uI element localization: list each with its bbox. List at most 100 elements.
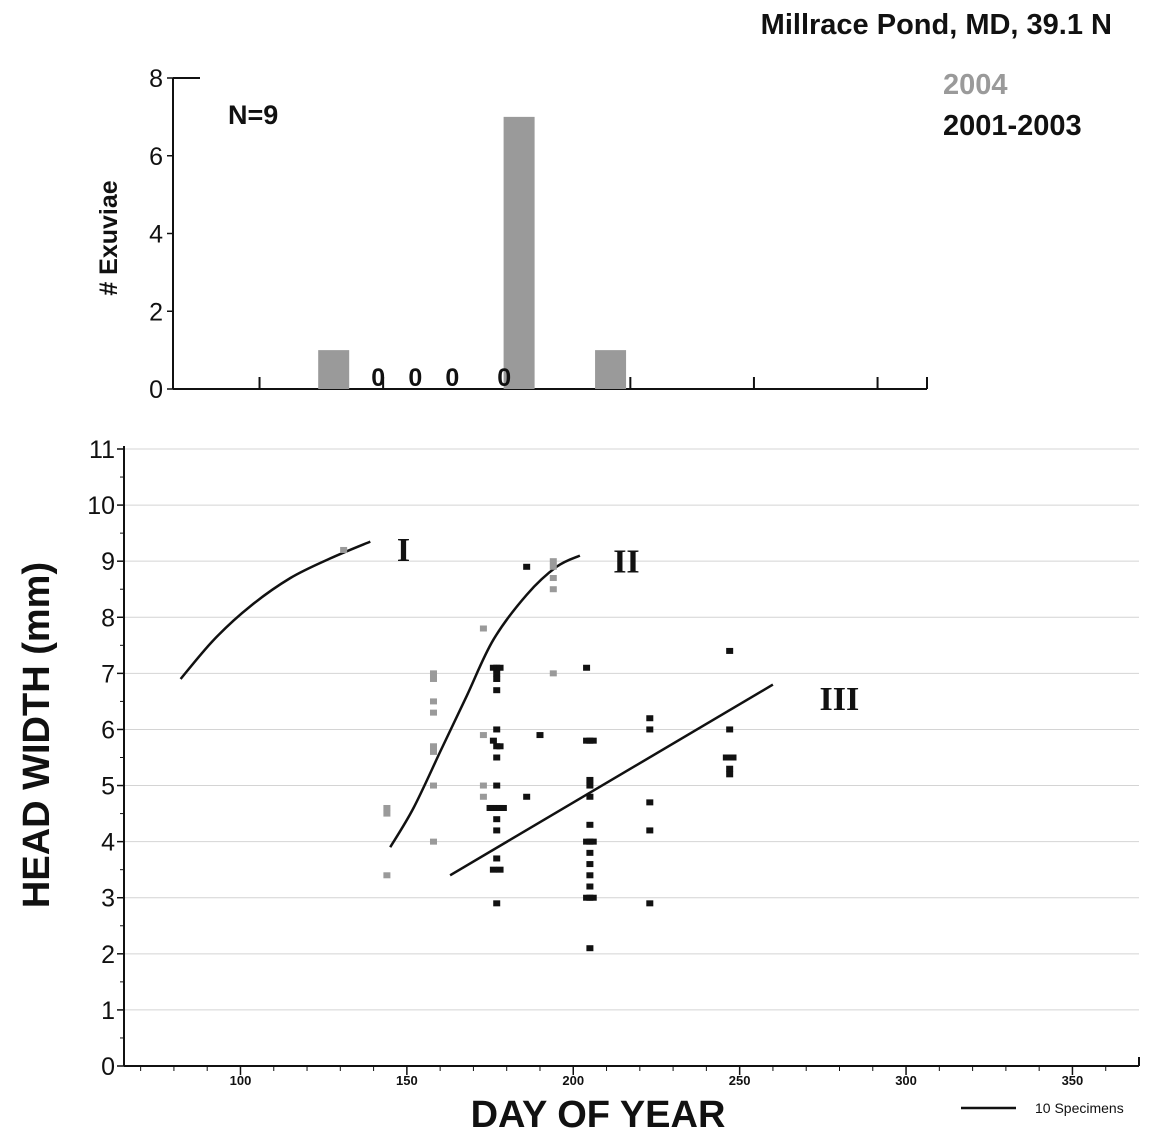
- point-2001-2003: [586, 872, 594, 879]
- point-2001-2003: [726, 726, 734, 733]
- legend-scale-note: 10 Specimens: [1035, 1100, 1124, 1116]
- point-2001-2003: [493, 670, 501, 677]
- point-2001-2003: [493, 827, 501, 834]
- scatter-y-tick-label: 9: [101, 548, 115, 576]
- bar-2: [503, 116, 535, 389]
- point-2001-2003: [586, 821, 594, 828]
- point-2001-2003: [583, 664, 591, 671]
- point-2004: [429, 782, 437, 789]
- point-2001-2003: [646, 827, 654, 834]
- scatter-x-tick-label: 250: [729, 1073, 751, 1088]
- point-2004: [429, 670, 437, 677]
- point-2001-2003: [726, 765, 734, 772]
- scatter-y-tick-label: 7: [101, 660, 115, 688]
- point-2001-2003: [586, 945, 594, 952]
- point-2001-2003: [586, 849, 594, 856]
- point-2001-2003: [493, 816, 501, 823]
- point-2001-2003: [589, 838, 597, 845]
- point-2001-2003: [729, 754, 737, 761]
- head-width-scatter-chart: HEAD WIDTH (mm) DAY OF YEAR 10 Specimens…: [16, 436, 1140, 1133]
- point-2001-2003: [646, 726, 654, 733]
- point-2001-2003: [499, 804, 507, 811]
- curve-label: I: [397, 532, 410, 569]
- curve-label: III: [820, 681, 860, 718]
- bar-y-tick-label: 2: [149, 298, 163, 326]
- scatter-x-axis-label: DAY OF YEAR: [471, 1094, 726, 1133]
- point-2001-2003: [493, 687, 501, 694]
- bar-y-tick-label: 8: [149, 65, 163, 93]
- scatter-y-tick-label: 10: [87, 492, 115, 520]
- scatter-y-tick-label: 0: [101, 1053, 115, 1081]
- chart-title: Millrace Pond, MD, 39.1 N: [761, 9, 1112, 41]
- point-2004: [549, 563, 557, 570]
- scatter-y-tick-label: 3: [101, 885, 115, 913]
- point-2001-2003: [586, 793, 594, 800]
- point-2001-2003: [589, 737, 597, 744]
- bar-annotation-n: N=9: [228, 100, 278, 130]
- growth-curve-III: [449, 683, 774, 877]
- scatter-x-tick-label: 200: [562, 1073, 584, 1088]
- scatter-y-tick-label: 11: [89, 436, 115, 464]
- scatter-y-axis-label: HEAD WIDTH (mm): [16, 562, 58, 908]
- point-2001-2003: [496, 664, 504, 671]
- bar-1: [318, 350, 350, 389]
- bar-y-axis-label: # Exuviae: [95, 180, 123, 295]
- point-2001-2003: [496, 743, 504, 750]
- point-2004: [340, 546, 348, 553]
- scatter-x-tick-label: 350: [1062, 1073, 1084, 1088]
- point-2004: [549, 575, 557, 582]
- point-2004: [479, 732, 487, 739]
- bar-y-tick-label: 6: [149, 143, 163, 171]
- legend-label-2001-2003: 2001-2003: [943, 110, 1082, 142]
- point-2001-2003: [646, 799, 654, 806]
- point-2004: [429, 838, 437, 845]
- scatter-y-tick-label: 4: [101, 829, 115, 857]
- point-2001-2003: [586, 776, 594, 783]
- point-2001-2003: [523, 563, 531, 570]
- point-2004: [479, 782, 487, 789]
- bar-3: [595, 350, 627, 389]
- bar-zero-label: 0: [445, 364, 459, 392]
- point-2001-2003: [646, 900, 654, 907]
- point-2001-2003: [489, 866, 497, 873]
- point-2001-2003: [493, 855, 501, 862]
- point-2001-2003: [493, 782, 501, 789]
- point-2004: [549, 586, 557, 593]
- curve-label: II: [613, 543, 639, 580]
- point-2001-2003: [726, 771, 734, 778]
- point-2004: [479, 625, 487, 632]
- point-2004: [429, 748, 437, 755]
- bar-y-tick-label: 4: [149, 221, 163, 249]
- point-2001-2003: [589, 894, 597, 901]
- point-2001-2003: [493, 900, 501, 907]
- point-2001-2003: [586, 883, 594, 890]
- point-2001-2003: [496, 866, 504, 873]
- point-2004: [429, 743, 437, 750]
- scatter-x-tick-label: 150: [396, 1073, 418, 1088]
- point-2004: [429, 698, 437, 705]
- scatter-y-tick-label: 1: [101, 997, 115, 1025]
- point-2001-2003: [646, 715, 654, 722]
- point-2004: [479, 793, 487, 800]
- point-2001-2003: [536, 732, 544, 739]
- point-2004: [549, 558, 557, 565]
- bar-zero-label: 0: [497, 364, 511, 392]
- scatter-y-tick-label: 8: [101, 604, 115, 632]
- scatter-y-tick-label: 6: [101, 716, 115, 744]
- bar-y-tick-label: 0: [149, 376, 163, 404]
- legend-label-2004: 2004: [943, 69, 1008, 101]
- point-2001-2003: [489, 737, 497, 744]
- growth-curve-I: [179, 540, 371, 680]
- point-2001-2003: [586, 861, 594, 868]
- point-2001-2003: [726, 647, 734, 654]
- point-2004: [429, 709, 437, 716]
- point-2004: [549, 670, 557, 677]
- scatter-y-tick-label: 2: [101, 941, 115, 969]
- point-2004: [383, 810, 391, 817]
- point-2004: [429, 675, 437, 682]
- point-2001-2003: [586, 782, 594, 789]
- growth-curve-II: [389, 554, 581, 848]
- point-2004: [383, 872, 391, 879]
